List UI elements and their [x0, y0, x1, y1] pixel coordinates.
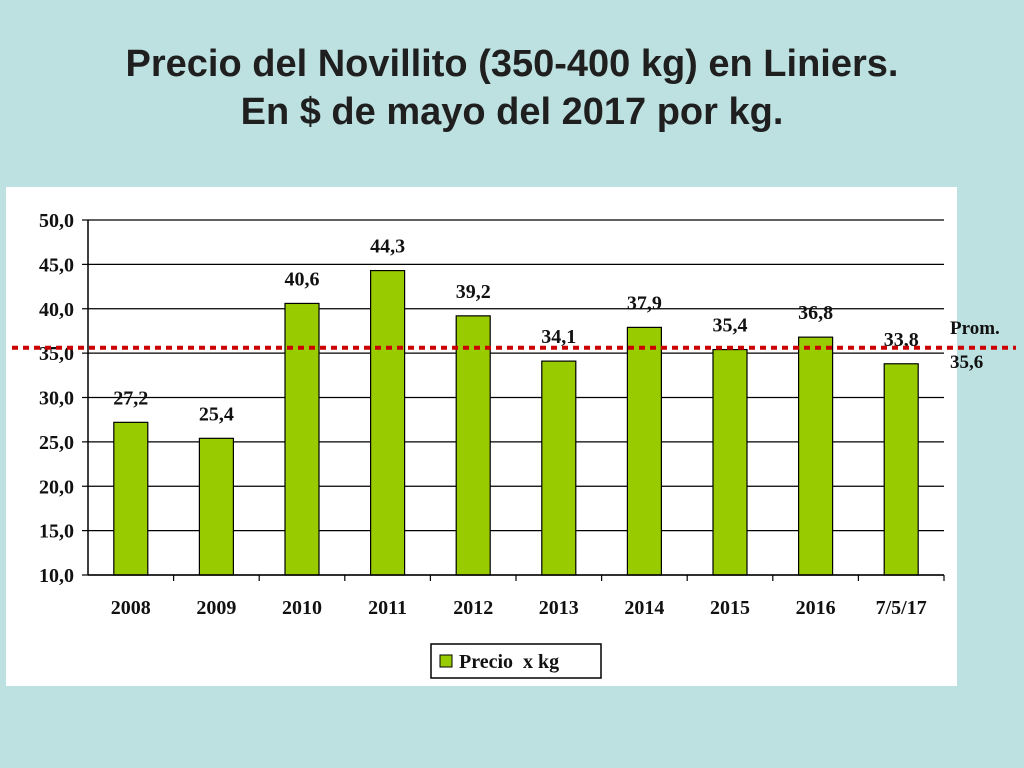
- bar-2016: [797, 336, 834, 576]
- y-tick-label: 10,0: [39, 565, 74, 587]
- legend-label: Precio x kg: [459, 651, 559, 673]
- data-label: 27,2: [113, 387, 148, 409]
- y-tick-label: 45,0: [39, 254, 74, 276]
- data-label: 34,1: [541, 326, 576, 348]
- x-tick-label: 2013: [539, 597, 579, 619]
- bar-2008: [113, 421, 149, 576]
- y-tick-label: 25,0: [39, 432, 74, 454]
- x-tick-label: 2014: [624, 597, 664, 619]
- y-tick-label: 30,0: [39, 388, 74, 410]
- legend-swatch: [439, 654, 453, 668]
- bar-2009: [198, 437, 234, 576]
- data-label: 33,8: [884, 329, 919, 351]
- title-line-1: Precio del Novillito (350-400 kg) en Lin…: [125, 43, 899, 85]
- bar-2011: [370, 269, 406, 576]
- average: Prom. 35,6: [12, 318, 1016, 373]
- bar-2014: [626, 326, 663, 576]
- y-tick-label: 20,0: [39, 476, 74, 498]
- average-label-line2: 35,6: [950, 352, 983, 373]
- data-label: 35,4: [713, 315, 748, 337]
- x-tick-label: 2009: [196, 597, 236, 619]
- data-label: 44,3: [370, 236, 405, 258]
- average-label-line1: Prom.: [950, 318, 1000, 339]
- data-label: 37,9: [627, 292, 662, 314]
- bar-2015: [712, 348, 748, 576]
- bar-2013: [541, 360, 577, 576]
- bar-7/5/17: [883, 363, 919, 576]
- bar-2012: [455, 315, 491, 576]
- x-tick-label: 2011: [368, 597, 407, 619]
- y-axis: 10,015,020,025,030,035,040,045,050,0: [39, 210, 89, 587]
- data-labels: 27,2 25,4 40,6 44,3 39,2 34,1 37,9 35,4 36,8 33,8: [113, 236, 918, 426]
- x-tick-label: 2015: [710, 597, 750, 619]
- x-tick-label: 2016: [796, 597, 836, 619]
- y-tick-label: 40,0: [39, 299, 74, 321]
- slide-title: Precio del Novillito (350-400 kg) en Lin…: [0, 40, 1024, 136]
- legend: Precio x kg: [430, 643, 602, 679]
- y-tick-label: 15,0: [39, 521, 74, 543]
- data-label: 39,2: [456, 281, 491, 303]
- bar-2010: [284, 302, 320, 576]
- y-tick-label: 50,0: [39, 210, 74, 232]
- data-label: 25,4: [199, 403, 234, 425]
- title-line-2: En $ de mayo del 2017 por kg.: [240, 91, 784, 133]
- x-tick-label: 2010: [282, 597, 322, 619]
- x-tick-label: 2008: [111, 597, 151, 619]
- data-label: 40,6: [285, 268, 320, 290]
- x-axis: 2008 2009 2010 2011 2012 2013 2014 2015 2016 7/5/…: [88, 574, 945, 619]
- legend-box: [430, 643, 602, 679]
- x-tick-label: 7/5/17: [876, 597, 927, 619]
- data-label: 36,8: [798, 302, 833, 324]
- x-tick-label: 2012: [453, 597, 493, 619]
